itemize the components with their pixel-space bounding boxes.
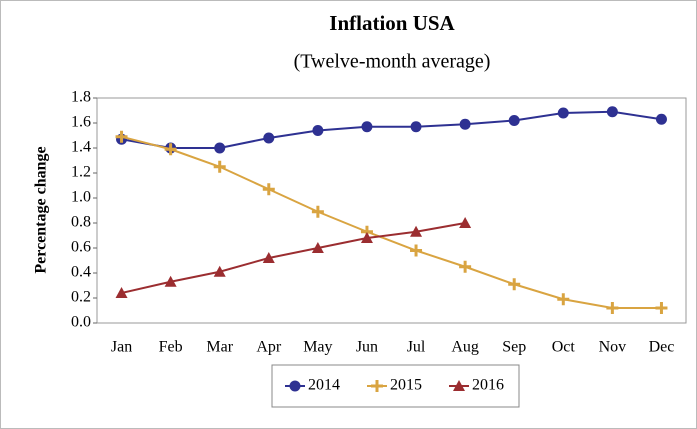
y-tick-label: 1.0: [71, 189, 91, 206]
data-point: [459, 118, 471, 130]
legend-marker: [453, 380, 465, 391]
y-tick-label: 0.0: [71, 314, 91, 331]
chart-title: Inflation USA: [329, 11, 455, 35]
data-point: [115, 287, 128, 298]
y-tick-label: 0.2: [71, 289, 91, 306]
y-axis-label: Percentage change: [33, 146, 50, 273]
data-point: [263, 132, 275, 144]
legend-marker: [289, 380, 301, 392]
data-point: [508, 115, 520, 126]
y-tick-label: 0.4: [71, 264, 91, 281]
data-point: [410, 244, 423, 257]
data-point: [312, 125, 324, 136]
x-tick-label: May: [303, 339, 332, 356]
series-line: [121, 110, 662, 149]
legend-marker: [371, 380, 383, 392]
data-point: [164, 275, 177, 287]
series-line: [121, 135, 662, 309]
data-point: [410, 225, 423, 237]
x-tick-label: Jul: [407, 339, 426, 356]
y-tick-label: 0.6: [71, 239, 91, 256]
legend-label: 2016: [472, 377, 504, 394]
plot-area: [96, 97, 687, 324]
data-point: [410, 121, 422, 133]
series-line: [121, 222, 466, 294]
data-point: [262, 252, 275, 263]
x-tick-label: Oct: [552, 339, 576, 356]
data-point: [459, 217, 472, 228]
x-tick-label: Jan: [111, 339, 132, 356]
x-tick-label: Mar: [206, 339, 233, 356]
data-point: [557, 107, 569, 119]
data-point: [606, 302, 619, 314]
data-point: [361, 121, 373, 133]
data-point: [311, 242, 324, 253]
legend-box: [271, 364, 520, 408]
data-point: [164, 143, 177, 156]
data-point: [606, 106, 618, 118]
x-tick-label: Feb: [159, 339, 183, 356]
x-tick-label: Aug: [451, 339, 479, 356]
x-tick-label: Dec: [649, 339, 675, 356]
x-tick-label: Jun: [356, 339, 378, 356]
data-point: [508, 278, 521, 291]
chart-subtitle: (Twelve-month average): [294, 51, 491, 73]
data-point: [262, 183, 275, 196]
data-point: [459, 260, 472, 273]
y-tick-label: 1.2: [71, 164, 91, 181]
data-point: [311, 205, 324, 218]
data-point: [360, 232, 373, 243]
y-tick-label: 0.8: [71, 214, 91, 231]
x-tick-label: Apr: [256, 339, 282, 356]
data-point: [214, 142, 226, 154]
y-tick-label: 1.8: [71, 89, 91, 106]
data-point: [655, 113, 667, 125]
x-tick-label: Nov: [599, 339, 627, 356]
legend-label: 2015: [390, 377, 422, 394]
data-point: [655, 302, 668, 314]
data-point: [557, 293, 570, 306]
legend-label: 2014: [308, 377, 340, 394]
x-tick-label: Sep: [502, 339, 526, 356]
data-point: [213, 265, 226, 277]
data-point: [213, 160, 226, 173]
data-point: [115, 130, 128, 143]
y-tick-label: 1.4: [71, 139, 91, 156]
y-tick-label: 1.6: [71, 114, 91, 131]
